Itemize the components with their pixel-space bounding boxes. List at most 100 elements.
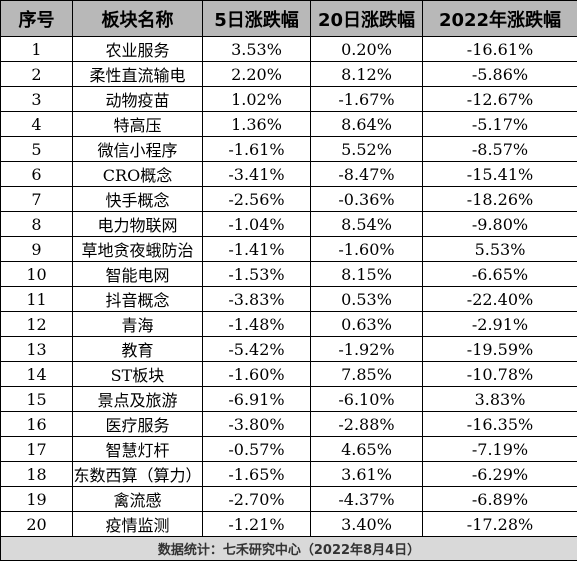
cell-2022-change: -2.91% (422, 311, 577, 337)
cell-20day-change: 8.15% (310, 261, 423, 287)
table-row: 1 农业服务 3.53% 0.20% -16.61% (0, 36, 577, 62)
cell-sector-name: 特高压 (72, 111, 203, 137)
cell-2022-change: -5.17% (422, 111, 577, 137)
cell-20day-change: 3.61% (310, 461, 423, 487)
cell-5day-change: -3.80% (202, 411, 311, 437)
cell-5day-change: -5.42% (202, 336, 311, 362)
cell-index: 17 (0, 436, 73, 462)
footer-row: 数据统计：七禾研究中心（2022年8月4日） (0, 536, 577, 561)
table-row: 13 教育 -5.42% -1.92% -19.59% (0, 336, 577, 362)
cell-20day-change: 0.63% (310, 311, 423, 337)
cell-index: 5 (0, 136, 73, 162)
data-source-note: 数据统计：七禾研究中心（2022年8月4日） (0, 536, 577, 561)
table-row: 14 ST板块 -1.60% 7.85% -10.78% (0, 361, 577, 387)
table-row: 20 疫情监测 -1.21% 3.40% -17.28% (0, 511, 577, 537)
table-row: 5 微信小程序 -1.61% 5.52% -8.57% (0, 136, 577, 162)
header-row: 序号 板块名称 5日涨跌幅 20日涨跌幅 2022年涨跌幅 (0, 0, 577, 37)
cell-5day-change: 3.53% (202, 36, 311, 62)
cell-5day-change: -3.83% (202, 286, 311, 312)
cell-2022-change: -18.26% (422, 186, 577, 212)
cell-index: 1 (0, 36, 73, 62)
cell-20day-change: -1.92% (310, 336, 423, 362)
cell-sector-name: 医疗服务 (72, 411, 203, 437)
cell-index: 11 (0, 286, 73, 312)
table-row: 19 禽流感 -2.70% -4.37% -6.89% (0, 486, 577, 512)
cell-20day-change: -1.67% (310, 86, 423, 112)
cell-20day-change: -2.88% (310, 411, 423, 437)
cell-2022-change: -8.57% (422, 136, 577, 162)
cell-5day-change: -0.57% (202, 436, 311, 462)
cell-5day-change: 1.02% (202, 86, 311, 112)
table-row: 16 医疗服务 -3.80% -2.88% -16.35% (0, 411, 577, 437)
cell-5day-change: -1.21% (202, 511, 311, 537)
cell-index: 20 (0, 511, 73, 537)
cell-20day-change: -6.10% (310, 386, 423, 412)
cell-20day-change: 8.54% (310, 211, 423, 237)
table-row: 7 快手概念 -2.56% -0.36% -18.26% (0, 186, 577, 212)
cell-2022-change: -12.67% (422, 86, 577, 112)
cell-5day-change: -3.41% (202, 161, 311, 187)
cell-sector-name: 抖音概念 (72, 286, 203, 312)
cell-20day-change: 4.65% (310, 436, 423, 462)
cell-20day-change: 8.12% (310, 61, 423, 87)
cell-20day-change: 5.52% (310, 136, 423, 162)
cell-index: 12 (0, 311, 73, 337)
cell-index: 3 (0, 86, 73, 112)
table-row: 9 草地贪夜蛾防治 -1.41% -1.60% 5.53% (0, 236, 577, 262)
cell-5day-change: -2.56% (202, 186, 311, 212)
table-row: 3 动物疫苗 1.02% -1.67% -12.67% (0, 86, 577, 112)
table-row: 8 电力物联网 -1.04% 8.54% -9.80% (0, 211, 577, 237)
cell-sector-name: 快手概念 (72, 186, 203, 212)
table-row: 17 智慧灯杆 -0.57% 4.65% -7.19% (0, 436, 577, 462)
cell-index: 15 (0, 386, 73, 412)
cell-sector-name: 微信小程序 (72, 136, 203, 162)
cell-2022-change: -22.40% (422, 286, 577, 312)
cell-2022-change: 3.83% (422, 386, 577, 412)
cell-sector-name: 青海 (72, 311, 203, 337)
cell-2022-change: -6.65% (422, 261, 577, 287)
cell-sector-name: 智慧灯杆 (72, 436, 203, 462)
cell-2022-change: -15.41% (422, 161, 577, 187)
table-row: 11 抖音概念 -3.83% 0.53% -22.40% (0, 286, 577, 312)
header-sector-name: 板块名称 (72, 0, 203, 37)
cell-20day-change: -8.47% (310, 161, 423, 187)
table-row: 2 柔性直流输电 2.20% 8.12% -5.86% (0, 61, 577, 87)
cell-sector-name: 东数西算（算力） (72, 461, 203, 487)
cell-index: 14 (0, 361, 73, 387)
cell-2022-change: -9.80% (422, 211, 577, 237)
cell-5day-change: -1.48% (202, 311, 311, 337)
cell-5day-change: -1.65% (202, 461, 311, 487)
cell-sector-name: 柔性直流输电 (72, 61, 203, 87)
cell-20day-change: 7.85% (310, 361, 423, 387)
cell-20day-change: -0.36% (310, 186, 423, 212)
table-row: 18 东数西算（算力） -1.65% 3.61% -6.29% (0, 461, 577, 487)
table-row: 6 CRO概念 -3.41% -8.47% -15.41% (0, 161, 577, 187)
header-2022-change: 2022年涨跌幅 (422, 0, 577, 37)
cell-sector-name: 农业服务 (72, 36, 203, 62)
cell-5day-change: -1.41% (202, 236, 311, 262)
cell-2022-change: -16.35% (422, 411, 577, 437)
cell-index: 10 (0, 261, 73, 287)
cell-5day-change: -1.53% (202, 261, 311, 287)
cell-20day-change: 0.53% (310, 286, 423, 312)
cell-sector-name: ST板块 (72, 361, 203, 387)
header-20day-change: 20日涨跌幅 (310, 0, 423, 37)
cell-2022-change: -6.29% (422, 461, 577, 487)
cell-5day-change: -1.61% (202, 136, 311, 162)
cell-sector-name: CRO概念 (72, 161, 203, 187)
cell-index: 2 (0, 61, 73, 87)
table-row: 4 特高压 1.36% 8.64% -5.17% (0, 111, 577, 137)
cell-index: 13 (0, 336, 73, 362)
cell-5day-change: 2.20% (202, 61, 311, 87)
cell-2022-change: -10.78% (422, 361, 577, 387)
cell-5day-change: -2.70% (202, 486, 311, 512)
cell-index: 9 (0, 236, 73, 262)
cell-5day-change: 1.36% (202, 111, 311, 137)
cell-2022-change: -5.86% (422, 61, 577, 87)
cell-sector-name: 教育 (72, 336, 203, 362)
cell-index: 18 (0, 461, 73, 487)
cell-sector-name: 电力物联网 (72, 211, 203, 237)
header-5day-change: 5日涨跌幅 (202, 0, 311, 37)
cell-index: 8 (0, 211, 73, 237)
